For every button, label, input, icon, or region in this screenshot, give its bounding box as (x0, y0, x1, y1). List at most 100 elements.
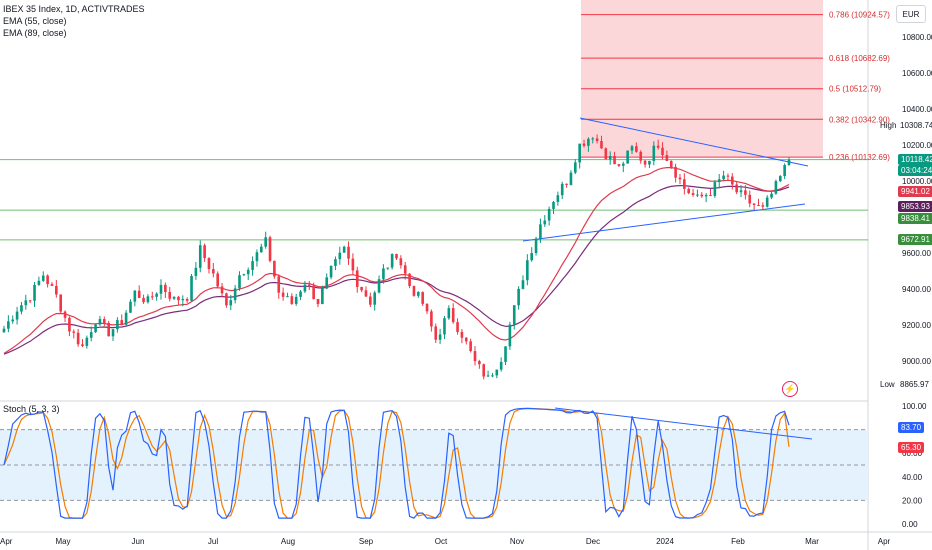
time-tick-label: Dec (586, 537, 600, 546)
candle-body (778, 176, 782, 182)
candle-body (290, 296, 294, 304)
candle-body (491, 375, 494, 377)
candle-body (752, 203, 756, 206)
candle-body (517, 288, 520, 306)
stoch-tick-label: 100.00 (902, 402, 927, 411)
candle-body (124, 312, 128, 325)
candle-body (351, 258, 355, 271)
candle-body (94, 324, 97, 333)
ema55-legend[interactable]: EMA (55, close) (3, 16, 67, 26)
candle-body (37, 280, 41, 285)
candle-body (608, 156, 612, 160)
stoch-legend[interactable]: Stoch (5, 3, 3) (3, 404, 60, 414)
chart-title: IBEX 35 Index, 1D, ACTIVTRADES (3, 4, 145, 14)
support-trendline (522, 203, 806, 242)
candle-body (281, 292, 285, 297)
time-tick-label: Apr (0, 537, 13, 546)
candle-body (521, 280, 525, 289)
candle-body (294, 296, 298, 304)
line2-price-tag: 9672.91 (898, 234, 932, 245)
candle-body (709, 195, 712, 197)
candle-body (155, 293, 158, 297)
candle-body (181, 299, 185, 301)
candle-body (2, 328, 6, 333)
candle-body (469, 341, 472, 352)
candle-body (635, 146, 638, 152)
candle-body (338, 252, 342, 260)
candle-body (700, 194, 704, 197)
candle-body (242, 274, 246, 276)
candle-body (600, 141, 603, 149)
candle-body (604, 148, 608, 160)
resistance-trendline (579, 117, 809, 167)
candle-body (102, 319, 106, 323)
candle-body (482, 364, 486, 377)
candle-body (55, 285, 58, 295)
fibonacci-zone (581, 0, 823, 158)
line1-price-tag: 9838.41 (898, 213, 932, 224)
candle-body (76, 332, 80, 345)
candle-body (33, 284, 36, 301)
candle-body (674, 166, 677, 178)
candle-body (683, 179, 686, 189)
fib-level-label: 0.786 (10924.57) (829, 11, 890, 20)
time-tick-label: Nov (510, 537, 524, 546)
ema55-line (3, 166, 790, 354)
time-tick-label: Sep (359, 537, 374, 546)
time-tick-label: 2024 (656, 537, 674, 546)
candle-body (399, 258, 403, 266)
candle-body (726, 175, 730, 177)
candle-body (146, 296, 150, 303)
currency-button[interactable]: EUR (896, 5, 926, 23)
candle-body (111, 329, 115, 337)
candle-body (648, 160, 651, 165)
candle-body (486, 375, 490, 377)
candle-body (216, 273, 220, 287)
candle-body (451, 308, 455, 323)
candle-body (59, 294, 63, 312)
candle-body (98, 319, 102, 325)
candle-body (395, 254, 398, 259)
flash-icon[interactable]: ⚡ (782, 381, 798, 397)
price-tick-label: 9400.00 (902, 285, 931, 294)
candle-body (116, 320, 119, 330)
candle-body (539, 224, 542, 239)
candle-body (739, 190, 743, 193)
high-value: 10308.74 (900, 121, 932, 130)
candle-body (556, 195, 560, 202)
candle-body (508, 324, 512, 347)
fib-level-label: 0.382 (10342.90) (829, 115, 890, 124)
candle-body (312, 285, 315, 299)
candle-body (630, 146, 634, 151)
candle-body (456, 322, 459, 332)
price-tick-label: 9200.00 (902, 321, 931, 330)
candle-body (15, 311, 19, 320)
candle-body (286, 296, 289, 298)
candle-body (277, 276, 281, 293)
candle-body (595, 138, 599, 142)
price-tick-label: 10000.00 (902, 177, 932, 186)
candle-body (770, 193, 773, 198)
candle-body (757, 205, 760, 207)
time-tick-label: Apr (878, 537, 891, 546)
price-tick-label: 9600.00 (902, 249, 931, 258)
price-tick-label: 10800.00 (902, 33, 932, 42)
price-tick-label: 9000.00 (902, 357, 931, 366)
candle-body (364, 290, 368, 297)
ema89-legend[interactable]: EMA (89, close) (3, 28, 67, 38)
candle-body (390, 254, 394, 268)
fib-level-label: 0.236 (10132.69) (829, 153, 890, 162)
time-tick-label: Aug (281, 537, 295, 546)
candle-body (233, 288, 237, 301)
ema89-line (3, 184, 790, 355)
ema55-price-tag: 9941.02 (898, 186, 932, 197)
time-tick-label: Mar (805, 537, 819, 546)
candle-body (386, 267, 390, 269)
candle-body (626, 150, 629, 164)
high-label: High (880, 121, 897, 130)
candle-body (696, 194, 699, 196)
candle-body (120, 320, 124, 325)
candle-body (774, 181, 778, 194)
stoch-tick-label: 0.00 (902, 520, 918, 529)
